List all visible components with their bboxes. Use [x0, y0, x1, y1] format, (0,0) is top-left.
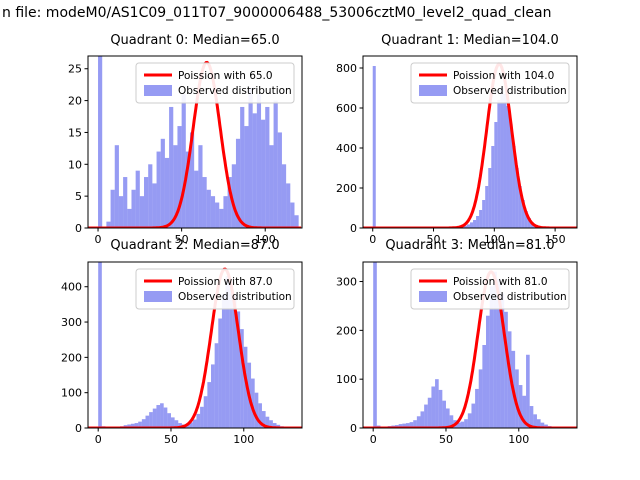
legend: Poission with 81.0 Observed distribution [410, 268, 570, 310]
x-tick-label: 0 [369, 233, 376, 246]
x-tick-label: 0 [95, 433, 102, 446]
y-tick-label: 300 [61, 316, 82, 329]
subplot-title-quadrant-0: Quadrant 0: Median=65.0 [110, 33, 280, 48]
y-tick-label: 25 [68, 63, 82, 76]
x-tick-label: 0 [370, 433, 377, 446]
x-tick-label: 50 [164, 433, 178, 446]
axes-spines [362, 55, 578, 229]
legend-hist-label: Observed distribution [453, 291, 567, 303]
axis-ticks: 0 50 100 0 100 200 300 400 [61, 281, 254, 446]
axis-ticks: 0 50 100 0 100 200 300 [336, 276, 529, 446]
y-tick-label: 600 [336, 102, 357, 115]
legend-hist-label: Observed distribution [178, 85, 292, 97]
y-tick-label: 300 [336, 276, 357, 289]
y-tick-label: 200 [336, 324, 357, 337]
legend-hist-sample [419, 85, 447, 96]
legend-hist-label: Observed distribution [178, 291, 292, 303]
legend: Poission with 87.0 Observed distribution [135, 268, 295, 310]
legend: Poission with 65.0 Observed distribution [135, 62, 295, 104]
y-tick-label: 100 [336, 373, 357, 386]
legend-poisson-label: Poission with 81.0 [453, 276, 548, 288]
legend-hist-sample [419, 291, 447, 302]
x-tick-label: 50 [175, 233, 189, 246]
x-tick-label: 100 [233, 433, 254, 446]
y-tick-label: 400 [336, 142, 357, 155]
legend-hist-sample [144, 291, 172, 302]
subplot-quadrant-0: 0 50 100 0 5 10 15 20 25 Poission with 65.0 Observ… [68, 55, 303, 246]
x-tick-label: 100 [484, 233, 505, 246]
y-tick-label: 200 [61, 351, 82, 364]
legend-poisson-label: Poission with 65.0 [178, 70, 273, 82]
x-tick-label: 100 [255, 233, 276, 246]
axis-ticks: 0 50 100 0 5 10 15 20 25 [68, 63, 276, 246]
y-tick-label: 200 [336, 182, 357, 195]
y-tick-label: 0 [350, 422, 357, 435]
histogram-bars [373, 262, 563, 428]
axes-spines [87, 261, 303, 429]
x-tick-label: 0 [95, 233, 102, 246]
x-tick-label: 150 [545, 233, 566, 246]
x-tick-label: 50 [439, 433, 453, 446]
y-tick-label: 20 [68, 95, 82, 108]
y-tick-label: 400 [61, 281, 82, 294]
figure-title: n file: modeM0/AS1C09_011T07_9000006488_… [2, 5, 552, 21]
axes-spines [362, 261, 578, 429]
subplot-quadrant-1: 0 50 100 150 0 200 400 600 800 Poission with 104.… [336, 55, 578, 246]
axes-spines [87, 55, 303, 229]
subplot-quadrant-3: 0 50 100 0 100 200 300 Poission with 81.0 Observ… [336, 261, 578, 446]
y-tick-label: 10 [68, 158, 82, 171]
legend-poisson-label: Poission with 87.0 [178, 276, 273, 288]
x-tick-label: 100 [508, 433, 529, 446]
subplot-quadrant-2: 0 50 100 0 100 200 300 400 Poission with 87.0 Obs… [61, 261, 303, 446]
y-tick-label: 15 [68, 126, 82, 139]
y-tick-label: 5 [75, 190, 82, 203]
legend-hist-sample [144, 85, 172, 96]
y-tick-label: 100 [61, 387, 82, 400]
y-tick-label: 0 [75, 422, 82, 435]
histogram-bars [98, 56, 299, 228]
histogram-bars [372, 66, 546, 228]
subplot-title-quadrant-3: Quadrant 3: Median=81.0 [385, 238, 555, 253]
y-tick-label: 800 [336, 62, 357, 75]
axis-ticks: 0 50 100 150 0 200 400 600 800 [336, 62, 566, 246]
subplot-title-quadrant-1: Quadrant 1: Median=104.0 [381, 33, 559, 48]
x-tick-label: 50 [427, 233, 441, 246]
y-tick-label: 0 [350, 222, 357, 235]
subplot-title-quadrant-2: Quadrant 2: Median=87.0 [110, 238, 280, 253]
legend-poisson-label: Poission with 104.0 [453, 70, 554, 82]
legend: Poission with 104.0 Observed distribution [410, 62, 570, 104]
y-tick-label: 0 [75, 222, 82, 235]
legend-hist-label: Observed distribution [453, 85, 567, 97]
poisson-curve [88, 60, 302, 228]
poisson-curve [88, 267, 302, 428]
